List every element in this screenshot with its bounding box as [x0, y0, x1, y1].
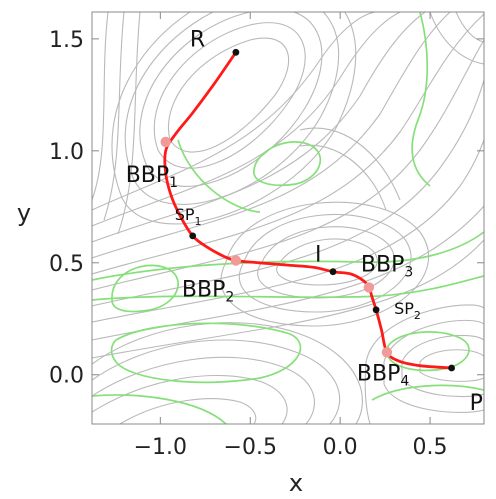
contour-line [401, 334, 484, 398]
green-curve [177, 139, 261, 213]
label-bbp3: BBP3 [361, 252, 413, 280]
contour-line [419, 349, 484, 382]
x-tick-label: −0.5 [224, 435, 277, 460]
green-curve [387, 331, 470, 372]
contour-line [117, 12, 141, 235]
contour-line [92, 239, 484, 359]
x-axis-label: x [289, 469, 303, 497]
y-axis-label: y [17, 199, 31, 227]
contour-line [299, 127, 401, 201]
contour-line [153, 22, 306, 169]
label-main: BBP [182, 278, 225, 303]
label-main: BBP [126, 163, 169, 188]
label-bbp2: BBP2 [182, 278, 234, 306]
contour-line [92, 139, 484, 323]
label-subscript: 4 [400, 373, 409, 389]
green-curve [253, 141, 322, 187]
green-curve [92, 394, 227, 424]
contour-line [92, 79, 484, 307]
contour-line [92, 13, 484, 275]
marker-r [232, 48, 240, 56]
marker-bbp3 [363, 282, 375, 293]
contour-line [92, 356, 315, 424]
label-main: R [190, 27, 205, 52]
contour-line [92, 339, 341, 424]
label-subscript: 3 [404, 264, 413, 280]
green-curve [92, 275, 484, 301]
contour-line [103, 12, 125, 221]
label-main: BBP [361, 252, 404, 277]
green-curve [92, 231, 484, 281]
label-sp1: SP1 [175, 205, 202, 228]
path-markers [160, 48, 455, 372]
label-main: SP [394, 299, 414, 318]
green-curve [111, 264, 179, 313]
label-main: BBP [357, 361, 400, 386]
label-p: P [470, 391, 483, 416]
x-axis-ticks: −1.0 −0.5 0.0 0.5 [134, 12, 448, 460]
plot-frame [91, 11, 485, 425]
y-tick-label: 1.5 [49, 28, 84, 53]
contour-line [455, 12, 484, 43]
y-tick-label: 0.0 [49, 364, 84, 389]
contour-line [139, 12, 323, 187]
contour-line [276, 238, 378, 286]
green-curve [411, 12, 431, 187]
marker-bbp1 [160, 136, 171, 148]
contour-line [119, 398, 257, 424]
contour-line [220, 201, 430, 327]
contour-line [92, 12, 451, 259]
plot-background [92, 12, 484, 424]
marker-p [448, 364, 455, 372]
contour-line [168, 37, 290, 153]
contour-line [92, 12, 376, 211]
marker-sp1 [189, 232, 197, 240]
label-main: SP [175, 205, 195, 224]
contour-line [364, 304, 484, 424]
contour-line [92, 12, 401, 227]
label-sp2: SP2 [394, 299, 421, 322]
contour-line [429, 12, 484, 65]
label-subscript: 2 [225, 290, 234, 306]
contour-line [257, 226, 395, 299]
marker-i [329, 268, 337, 276]
label-bbp4: BBP4 [357, 361, 409, 389]
label-main: P [470, 391, 483, 416]
contour-line [92, 374, 288, 424]
label-subscript: 2 [414, 309, 421, 322]
label-bbp1: BBP1 [126, 163, 178, 191]
green-curves [92, 12, 484, 424]
green-curve [110, 322, 302, 384]
marker-bbp4 [381, 347, 393, 358]
contour-line [92, 12, 109, 201]
green-curve [371, 384, 484, 401]
contour-line [92, 322, 363, 424]
label-subscript: 1 [169, 175, 178, 191]
y-axis-ticks: 0.0 0.5 1.0 1.5 [49, 28, 484, 389]
x-tick-label: 0.5 [413, 435, 448, 460]
marker-bbp2 [230, 255, 242, 266]
x-tick-label: −1.0 [134, 435, 187, 460]
x-tick-label: 0.0 [323, 435, 358, 460]
y-tick-label: 1.0 [49, 140, 84, 165]
contour-line [92, 12, 426, 243]
contour-line [238, 213, 412, 313]
marker-sp2 [372, 306, 380, 314]
contour-line [124, 12, 340, 205]
label-r: R [190, 27, 205, 52]
reaction-path-line [163, 50, 453, 370]
label-i: I [315, 243, 322, 268]
label-subscript: 1 [195, 215, 202, 228]
y-tick-label: 0.5 [49, 252, 84, 277]
label-main: I [315, 243, 322, 268]
